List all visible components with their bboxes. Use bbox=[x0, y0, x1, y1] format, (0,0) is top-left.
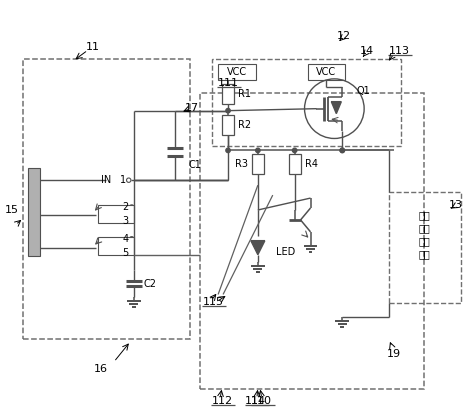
Text: R2: R2 bbox=[238, 119, 251, 129]
Bar bbox=[98, 205, 134, 223]
Circle shape bbox=[226, 109, 230, 113]
Text: 111: 111 bbox=[218, 78, 238, 88]
Text: 110: 110 bbox=[251, 396, 272, 406]
Text: 114: 114 bbox=[245, 396, 266, 406]
Bar bbox=[289, 154, 301, 174]
Circle shape bbox=[256, 148, 260, 153]
Text: 米膜: 米膜 bbox=[419, 249, 430, 259]
Circle shape bbox=[340, 148, 345, 153]
Text: 电声: 电声 bbox=[419, 223, 430, 233]
Bar bbox=[212, 59, 401, 146]
Bar bbox=[222, 115, 234, 134]
Text: 113: 113 bbox=[388, 46, 409, 56]
Circle shape bbox=[340, 148, 345, 153]
Text: R3: R3 bbox=[235, 159, 248, 169]
Bar bbox=[252, 154, 264, 174]
Text: 13: 13 bbox=[448, 200, 463, 210]
Bar bbox=[24, 59, 190, 339]
Text: VCC: VCC bbox=[316, 67, 337, 77]
Bar bbox=[200, 93, 424, 389]
Bar bbox=[218, 64, 256, 80]
Text: R1: R1 bbox=[238, 89, 251, 99]
Text: IN: IN bbox=[101, 175, 111, 185]
Text: 19: 19 bbox=[387, 349, 401, 359]
Text: 16: 16 bbox=[94, 364, 108, 374]
Text: 14: 14 bbox=[360, 46, 374, 56]
Text: 15: 15 bbox=[5, 205, 18, 215]
Bar bbox=[28, 168, 40, 256]
Text: 4: 4 bbox=[123, 234, 129, 244]
Polygon shape bbox=[251, 241, 265, 255]
Text: 12: 12 bbox=[337, 31, 351, 41]
Text: VCC: VCC bbox=[227, 67, 247, 77]
Bar bbox=[389, 192, 461, 303]
Bar bbox=[308, 64, 346, 80]
Text: R4: R4 bbox=[304, 159, 318, 169]
Text: C2: C2 bbox=[143, 279, 157, 289]
Text: 5: 5 bbox=[123, 248, 129, 258]
Text: 纳薄: 纳薄 bbox=[419, 236, 430, 246]
Text: 115: 115 bbox=[202, 297, 224, 308]
Circle shape bbox=[226, 148, 230, 153]
Text: 11: 11 bbox=[86, 42, 100, 52]
Text: 2: 2 bbox=[123, 202, 129, 212]
Text: C1: C1 bbox=[188, 160, 201, 170]
Circle shape bbox=[293, 148, 297, 153]
Text: 112: 112 bbox=[211, 396, 233, 406]
Polygon shape bbox=[331, 102, 341, 114]
Text: LED: LED bbox=[276, 247, 295, 257]
Bar bbox=[98, 237, 134, 255]
Text: 1: 1 bbox=[120, 175, 126, 185]
Text: 3: 3 bbox=[123, 216, 129, 226]
Text: Q1: Q1 bbox=[356, 86, 370, 96]
Text: 17: 17 bbox=[185, 103, 199, 113]
Text: 压发: 压发 bbox=[419, 210, 430, 220]
Bar bbox=[222, 84, 234, 104]
